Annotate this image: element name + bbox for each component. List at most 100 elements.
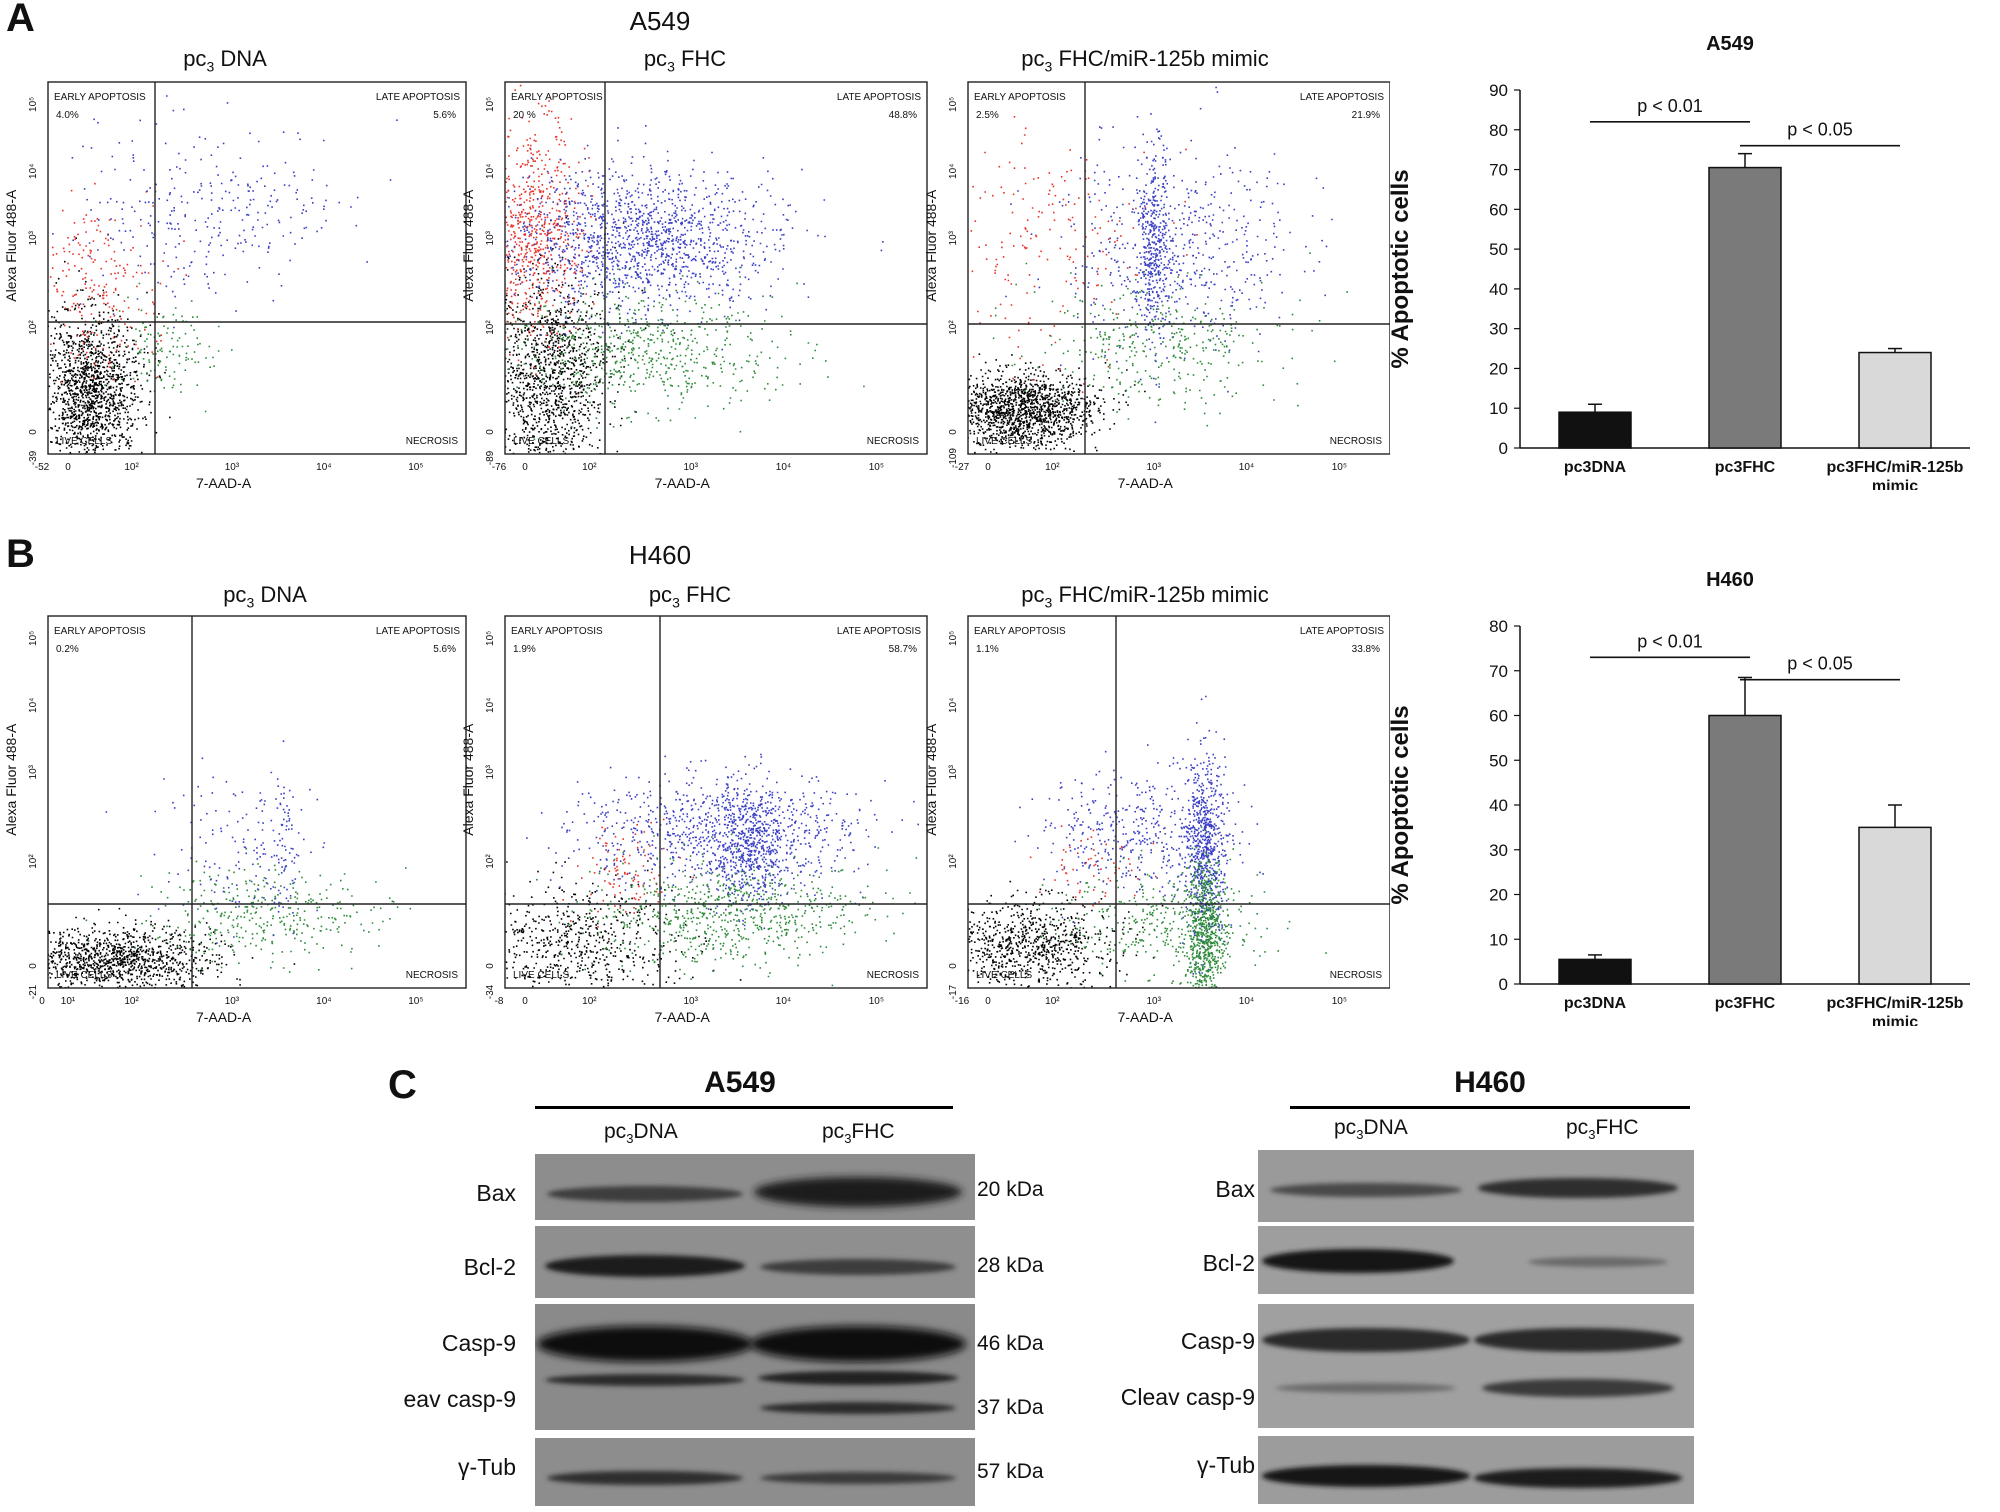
y-tick-label: 0 [1499, 439, 1508, 458]
y-axis-title: Alexa Fluor 488-A [3, 723, 19, 836]
scatter-cluster-late [259, 740, 303, 937]
quadrant-label-early: EARLY APOPTOSIS [974, 626, 1066, 637]
y-tick-label: 50 [1489, 240, 1508, 259]
y-axis-title: Alexa Fluor 488-A [460, 723, 476, 836]
scatter-cluster-late [105, 757, 326, 944]
y-tick-label: 30 [1489, 841, 1508, 860]
y-tick-label: 10⁵ [948, 97, 959, 112]
x-tick-label: 10¹ [61, 996, 76, 1007]
x-tick-label: -16 [955, 996, 970, 1007]
plot-frame [967, 615, 1390, 989]
quadrant-label-late: LATE APOPTOSIS [376, 92, 460, 103]
scatter-cluster-late [506, 125, 884, 351]
category-label: pc3DNA [1564, 459, 1627, 476]
scatter-cluster-necrosis [506, 266, 865, 441]
x-tick-label: 10² [582, 996, 597, 1007]
quadrant-label-necrosis: NECROSIS [1330, 436, 1383, 447]
y-axis-title: Alexa Fluor 488-A [3, 189, 19, 302]
quadrant-value-early: 1.1% [976, 644, 999, 655]
quadrant-label-live: LIVE CELLS [56, 436, 112, 447]
panel-letter-b: B [6, 532, 35, 576]
kda-label: 57 kDa [977, 1460, 1044, 1483]
y-tick-label: 70 [1489, 161, 1508, 180]
blot-underline [1290, 1106, 1690, 1109]
y-tick-label: 0 [1499, 975, 1508, 994]
quadrant-value-late: 58.7% [889, 644, 917, 655]
flow-plot-title: pc3 FHC/miR-125b mimic [1021, 46, 1269, 75]
chart-title: A549 [1706, 33, 1754, 55]
scatter-cluster-late [1005, 86, 1333, 424]
blot-label-casp9: Casp-9 [1180, 1328, 1255, 1354]
kda-label: 28 kDa [977, 1254, 1044, 1277]
y-axis-title: Alexa Fluor 488-A [923, 189, 939, 302]
quadrant-label-early: EARLY APOPTOSIS [511, 92, 603, 103]
scatter-cluster-early [1029, 825, 1157, 907]
y-tick-label: 10 [1489, 399, 1508, 418]
y-tick-label: 10⁴ [485, 164, 496, 179]
quadrant-label-live: LIVE CELLS [976, 436, 1032, 447]
y-tick-label: 0 [948, 963, 959, 969]
y-tick-label: 60 [1489, 200, 1508, 219]
x-tick-label: 10⁵ [408, 462, 423, 473]
y-tick-label: 10⁴ [485, 698, 496, 713]
quadrant-label-live: LIVE CELLS [976, 970, 1032, 981]
blot-label-casp9: Casp-9 [441, 1330, 516, 1356]
scatter-cluster-early [48, 182, 187, 383]
row-title-a549: A549 [629, 6, 691, 36]
quadrant-value-late: 21.9% [1352, 110, 1380, 121]
y-tick-label: 10² [28, 320, 39, 335]
y-tick-label: 10³ [485, 764, 496, 779]
y-axis-title: % Apoptotic cells [1387, 705, 1414, 904]
x-tick-label: -52 [35, 462, 50, 473]
significance-label: p < 0.05 [1787, 654, 1853, 674]
flow-plot-title: pc3 DNA [223, 582, 307, 611]
x-tick-label: 0 [39, 996, 45, 1007]
significance-label: p < 0.05 [1787, 120, 1853, 140]
quadrant-label-live: LIVE CELLS [56, 970, 112, 981]
quadrant-value-late: 5.6% [433, 110, 456, 121]
x-tick-label: 10³ [1146, 996, 1161, 1007]
y-tick-label: 10³ [948, 764, 959, 779]
flow-plot: EARLY APOPTOSIS 0.2% LATE APOPTOSIS 5.6% LIV… [3, 615, 467, 1025]
bar-chart-a549: A549 0 10 20 30 40 50 60 70 80 90 % Apoptotic cells… [1387, 33, 1970, 490]
flow-plot: EARLY APOPTOSIS 2.5% LATE APOPTOSIS 21.9% LI… [923, 81, 1390, 491]
bar [1558, 411, 1632, 449]
blot-title-h460: H460 [1454, 1066, 1526, 1099]
blot-label-tub: γ-Tub [458, 1454, 516, 1480]
y-tick-label: 0 [948, 429, 959, 435]
x-tick-label: 10⁵ [1332, 996, 1347, 1007]
y-tick-label: 70 [1489, 662, 1508, 681]
x-tick-label: 10² [1045, 996, 1060, 1007]
plot-frame [967, 81, 1390, 455]
quadrant-label-necrosis: NECROSIS [406, 436, 459, 447]
bar-chart-h460: H460 0 10 20 30 40 50 60 70 80 % Apoptotic cells pc… [1387, 569, 1970, 1026]
quadrant-value-late: 48.8% [889, 110, 917, 121]
y-tick-label: 10 [1489, 930, 1508, 949]
y-tick-label: 10² [28, 854, 39, 869]
quadrant-label-late: LATE APOPTOSIS [837, 92, 921, 103]
y-tick-label: 10³ [28, 764, 39, 779]
scatter-cluster-late [700, 753, 795, 930]
x-tick-label: 10⁵ [869, 462, 884, 473]
y-tick-label: 20 [1489, 886, 1508, 905]
y-tick-label: 10⁵ [485, 631, 496, 646]
kda-label: 37 kDa [977, 1396, 1044, 1419]
bar [1708, 714, 1782, 985]
x-tick-label: 10² [1045, 462, 1060, 473]
scatter-dots [968, 695, 1327, 988]
lane-label: pc3FHC [1566, 1116, 1639, 1143]
x-tick-label: 10³ [225, 462, 240, 473]
scatter-cluster-necrosis [536, 833, 918, 987]
quadrant-label-early: EARLY APOPTOSIS [974, 92, 1066, 103]
flow-plot-title: pc3 DNA [183, 46, 267, 75]
x-tick-label: 10⁴ [316, 462, 331, 473]
scatter-dots [505, 753, 919, 988]
x-axis-title: 7-AAD-A [655, 475, 711, 491]
scatter-cluster-late [1172, 695, 1244, 975]
y-tick-label: 40 [1489, 280, 1508, 299]
bar [1558, 958, 1632, 985]
y-tick-label: 10³ [948, 230, 959, 245]
bar [1858, 351, 1932, 449]
plot-frame [47, 615, 467, 989]
blot-label-bax: Bax [476, 1180, 516, 1206]
